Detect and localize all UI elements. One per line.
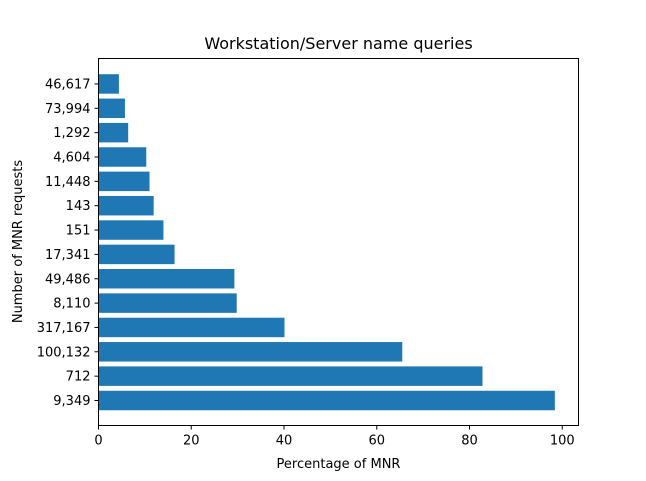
bar-5 [98, 269, 235, 289]
y-tick-label-0: 9,349 [53, 394, 90, 409]
x-axis-label: Percentage of MNR [277, 457, 401, 472]
bar-7 [98, 220, 164, 240]
y-axis-label: Number of MNR requests [11, 160, 26, 324]
plot-frame [98, 58, 579, 426]
bar-4 [98, 293, 237, 313]
y-tick-label-13: 46,617 [45, 77, 91, 92]
x-tick-label-4: 80 [461, 434, 478, 449]
x-tick-label-0: 0 [94, 434, 102, 449]
y-tick-label-7: 151 [66, 224, 91, 239]
bar-0 [98, 390, 555, 411]
bar-11 [98, 122, 129, 143]
bar-13 [98, 74, 119, 94]
y-tick-label-11: 1,292 [53, 126, 90, 141]
bar-2 [98, 342, 403, 362]
y-tick-label-12: 73,994 [45, 102, 91, 117]
y-tick-label-1: 712 [66, 370, 91, 385]
y-tick-label-9: 11,448 [45, 175, 91, 190]
bar-12 [98, 98, 125, 119]
bar-3 [98, 317, 285, 338]
y-tick-label-5: 49,486 [45, 272, 91, 287]
x-tick-label-1: 20 [183, 434, 200, 449]
x-tick-label-2: 40 [276, 434, 293, 449]
bar-6 [98, 244, 175, 265]
bar-10 [98, 147, 147, 167]
chart-title: Workstation/Server name queries [204, 34, 472, 53]
y-tick-label-2: 100,132 [37, 345, 91, 360]
y-tick-label-6: 17,341 [45, 248, 91, 263]
bar-8 [98, 195, 154, 216]
y-tick-label-4: 8,110 [53, 297, 90, 312]
y-tick-label-3: 317,167 [37, 321, 91, 336]
x-axis-ticks: 0 20 40 60 80 100 [94, 425, 575, 449]
y-axis-ticks: 9,349 712 100,132 317,167 8,110 49,486 17,341 1… [37, 77, 99, 409]
bar-1 [98, 366, 483, 386]
bars [98, 74, 555, 411]
bar-9 [98, 171, 150, 192]
y-tick-label-8: 143 [66, 199, 91, 214]
y-tick-label-10: 4,604 [53, 151, 90, 166]
x-tick-label-5: 100 [550, 434, 575, 449]
x-tick-label-3: 60 [368, 434, 385, 449]
